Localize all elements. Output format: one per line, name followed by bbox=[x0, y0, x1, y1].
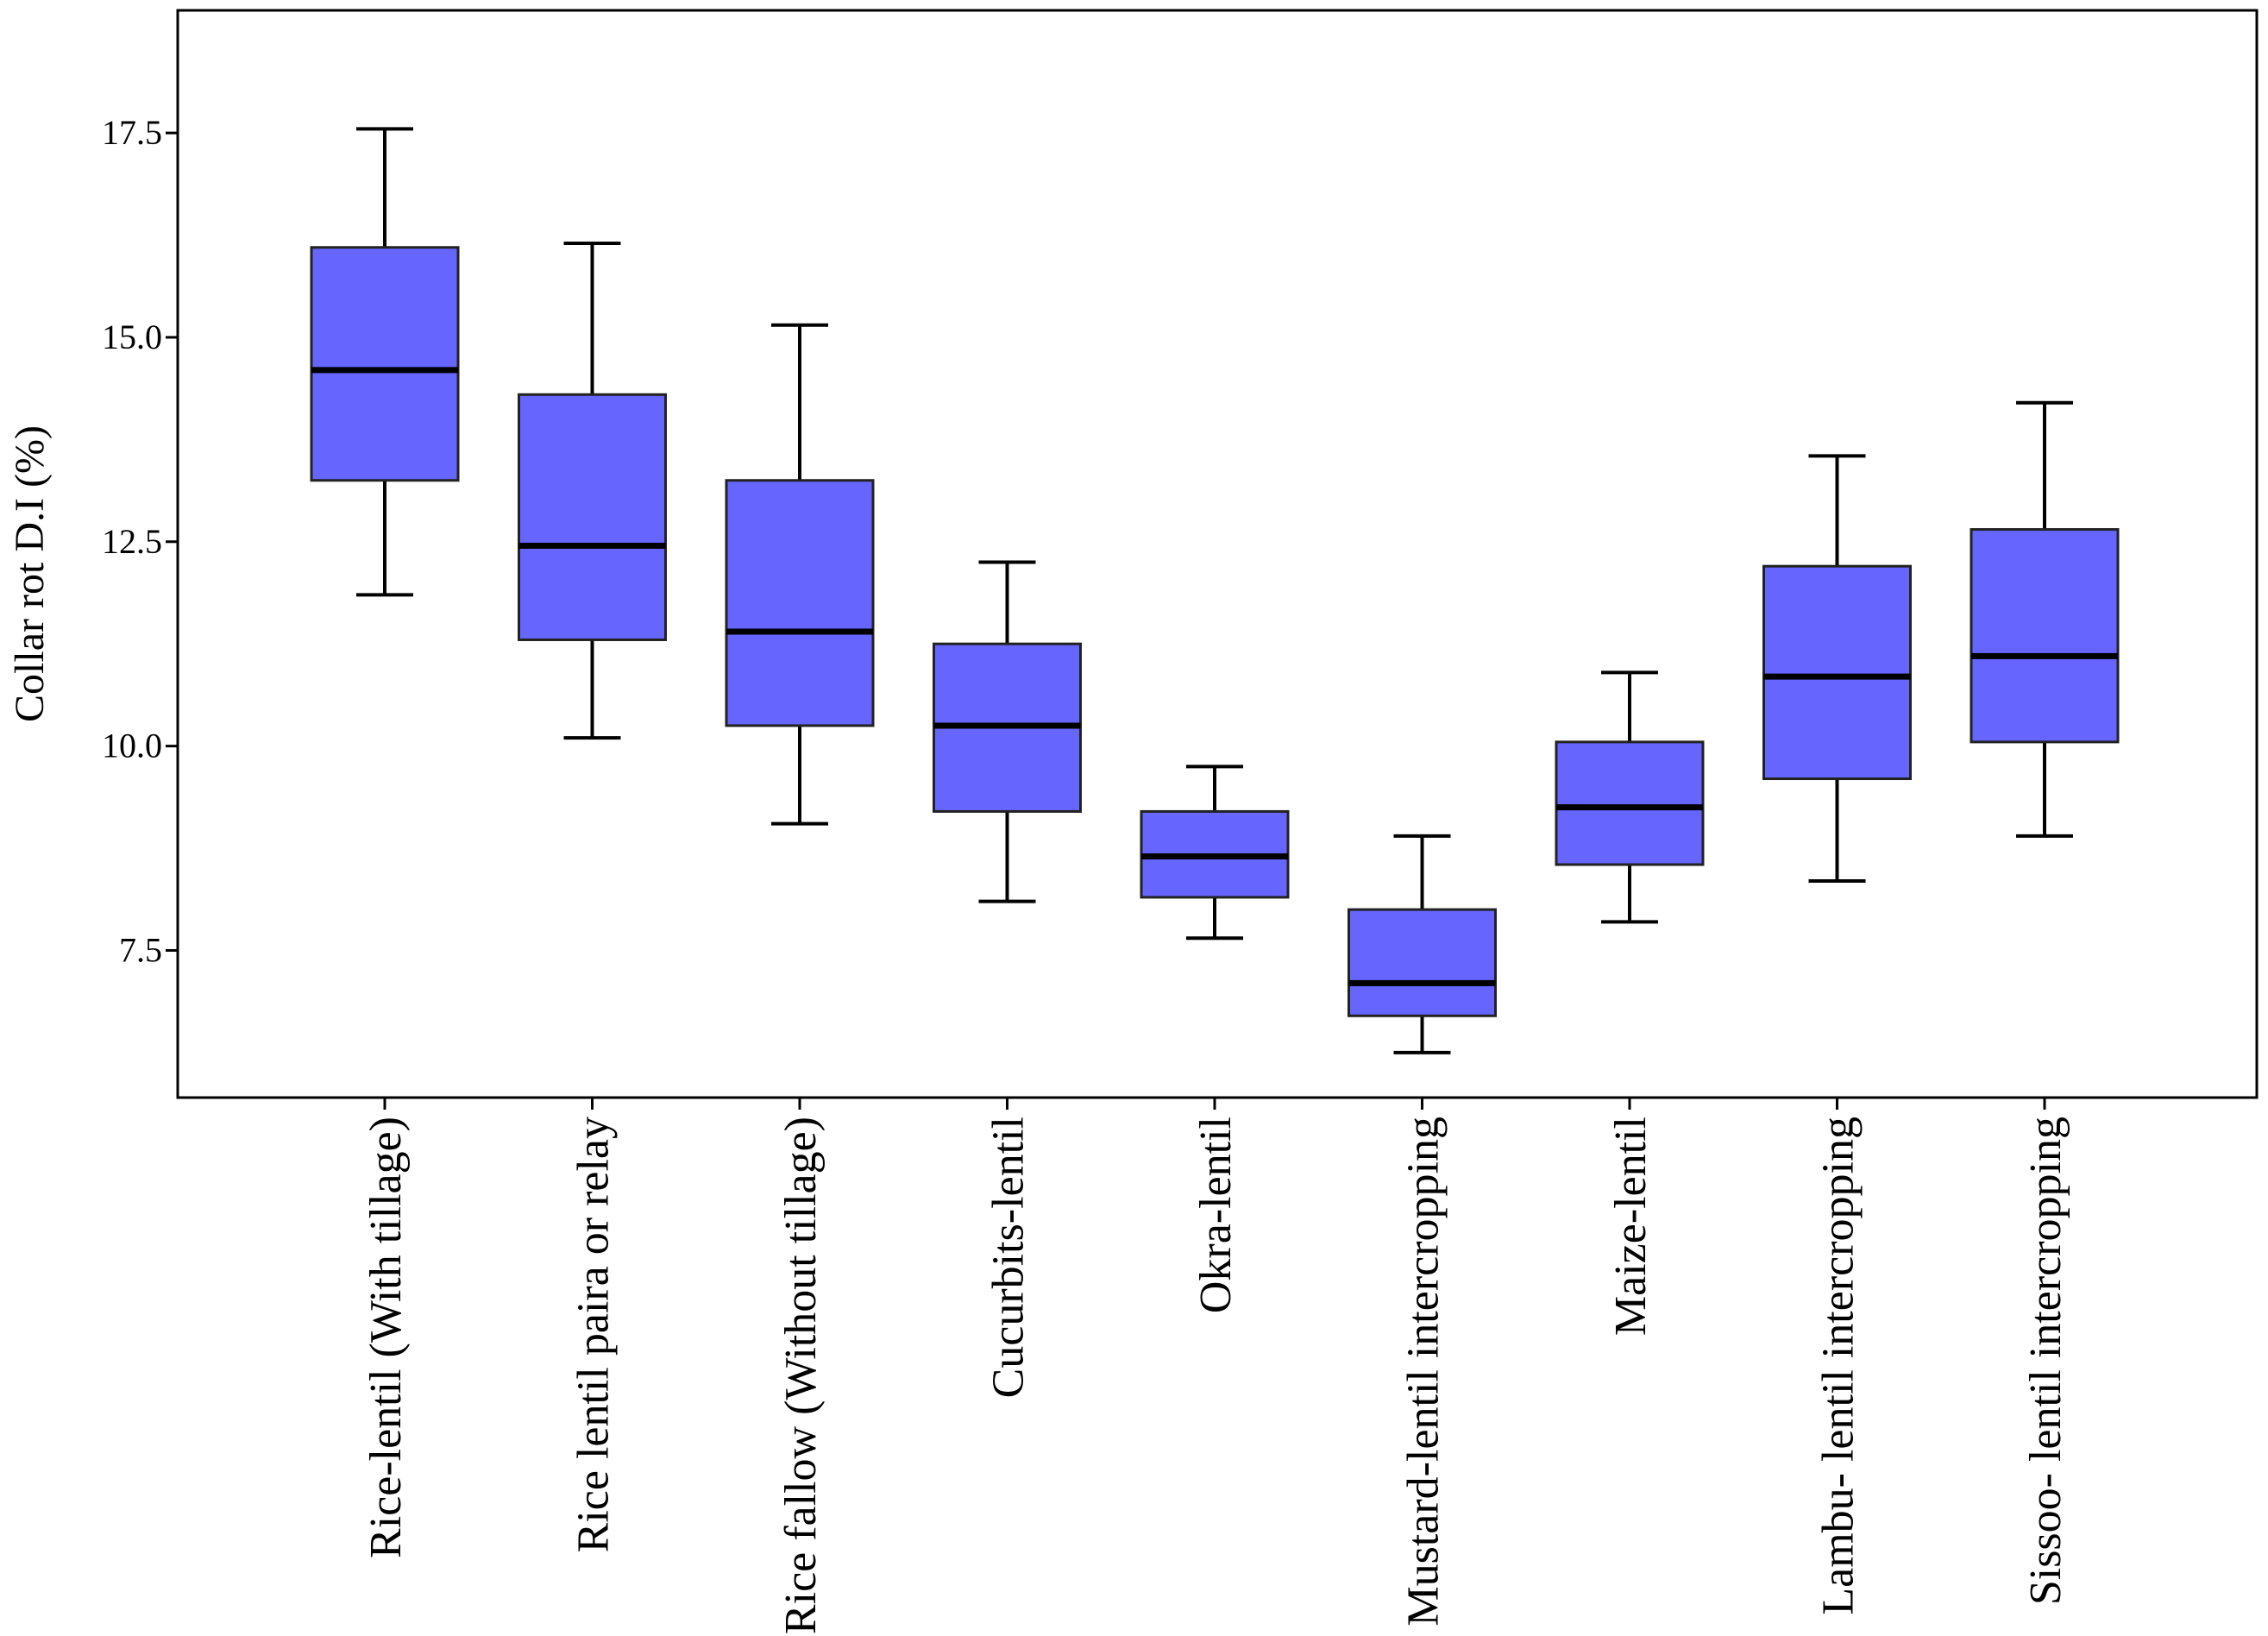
y-tick-label: 7.5 bbox=[119, 930, 162, 969]
box-iqr bbox=[518, 393, 667, 641]
y-axis-title: Collar rot D.I (%) bbox=[7, 425, 53, 722]
category-label: Rice lentil paira or relay bbox=[569, 1117, 619, 1552]
box-iqr bbox=[1348, 908, 1497, 1017]
category-label: Lambu- lentil intercropping bbox=[1814, 1117, 1863, 1615]
box-8 bbox=[1762, 454, 1912, 883]
box-iqr bbox=[1555, 740, 1705, 866]
plot-frame bbox=[176, 9, 2259, 1099]
y-tick-label: 10.0 bbox=[102, 727, 162, 765]
box-3 bbox=[725, 323, 875, 826]
y-axis-ticks: 7.5 10.0 12.5 15.0 17.5 bbox=[102, 113, 178, 969]
box-1 bbox=[310, 127, 460, 597]
category-label: Sissoo- lentil intercropping bbox=[2021, 1117, 2070, 1605]
box-iqr bbox=[310, 246, 460, 482]
category-label: Mustard-lentil intercropping bbox=[1399, 1117, 1448, 1627]
box-iqr bbox=[725, 479, 875, 727]
box-iqr bbox=[1970, 528, 2120, 744]
y-tick-label: 15.0 bbox=[102, 318, 162, 356]
category-label: Cucurbits-lentil bbox=[984, 1117, 1033, 1398]
y-tick-label: 17.5 bbox=[102, 113, 162, 152]
box-7 bbox=[1555, 670, 1705, 924]
x-axis-ticks: Rice-lentil (With tillage) Rice lentil pa… bbox=[361, 1098, 2070, 1634]
box-4 bbox=[933, 560, 1082, 903]
category-label: Rice fallow (Without tillage) bbox=[776, 1117, 826, 1634]
category-label: Rice-lentil (With tillage) bbox=[361, 1117, 411, 1558]
category-label: Maize-lentil bbox=[1606, 1117, 1655, 1336]
box-9 bbox=[1970, 400, 2120, 838]
box-6 bbox=[1348, 834, 1497, 1054]
box-iqr bbox=[1762, 564, 1912, 781]
y-tick-label: 12.5 bbox=[102, 522, 162, 561]
box-5 bbox=[1140, 765, 1290, 941]
category-label: Okra-lentil bbox=[1191, 1117, 1241, 1313]
box-2 bbox=[518, 242, 667, 740]
boxes-group bbox=[310, 127, 2120, 1054]
